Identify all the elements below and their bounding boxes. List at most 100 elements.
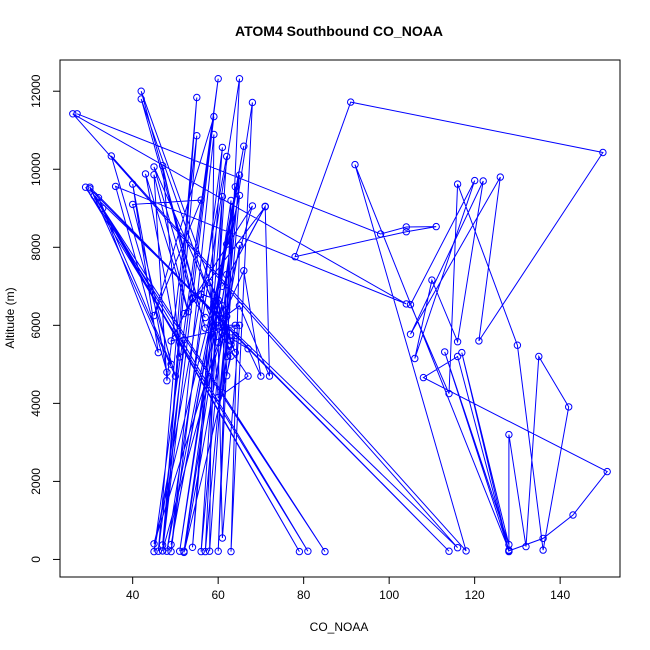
data-point xyxy=(210,321,218,329)
data-point xyxy=(205,278,214,287)
data-point xyxy=(505,540,513,549)
data-point xyxy=(505,546,513,554)
data-point xyxy=(188,543,197,551)
data-point xyxy=(150,540,158,548)
data-point xyxy=(141,170,150,178)
data-point xyxy=(201,313,210,322)
data-point xyxy=(107,152,116,160)
data-point xyxy=(223,270,231,279)
data-point xyxy=(265,372,274,380)
data-point xyxy=(462,547,470,555)
data-point xyxy=(539,534,547,543)
data-point xyxy=(214,321,222,329)
data-point xyxy=(406,330,415,338)
data-point xyxy=(167,540,175,549)
data-point xyxy=(235,191,244,200)
data-point xyxy=(227,547,235,556)
data-point xyxy=(428,276,436,284)
data-point xyxy=(411,354,419,363)
data-point xyxy=(565,403,573,411)
y-tick-label: 8000 xyxy=(29,234,43,261)
data-point xyxy=(150,547,158,556)
data-point xyxy=(205,547,214,555)
data-point xyxy=(180,336,188,344)
data-point xyxy=(150,171,158,179)
data-point xyxy=(176,547,184,555)
data-point xyxy=(193,93,201,102)
data-point xyxy=(231,321,240,329)
data-point xyxy=(137,95,145,103)
x-tick-label: 40 xyxy=(126,588,140,602)
data-point xyxy=(235,75,244,83)
y-tick-label: 2000 xyxy=(29,468,43,495)
data-point xyxy=(197,547,205,556)
data-point xyxy=(240,142,248,150)
data-point xyxy=(129,200,137,209)
data-point xyxy=(603,467,611,476)
data-point xyxy=(197,196,205,204)
data-point xyxy=(231,331,240,340)
data-point xyxy=(402,228,410,236)
data-point xyxy=(99,204,107,213)
data-point xyxy=(150,163,158,171)
data-point xyxy=(167,547,175,556)
data-point xyxy=(453,180,462,188)
data-point xyxy=(111,182,120,191)
data-point xyxy=(184,308,192,316)
data-point xyxy=(214,296,222,304)
data-point xyxy=(505,430,513,439)
data-point xyxy=(248,202,257,210)
data-point xyxy=(218,282,227,290)
y-axis-label: Altitude (m) xyxy=(3,287,17,348)
x-axis: 40 60 80 100 120 140 xyxy=(126,576,570,602)
data-point xyxy=(244,345,252,353)
data-point xyxy=(210,298,218,306)
data-point xyxy=(227,341,235,349)
data-point xyxy=(163,368,171,376)
data-point xyxy=(69,110,77,118)
y-axis: 0 2000 4000 6000 8000 10000 12000 xyxy=(29,74,61,563)
data-point xyxy=(479,177,487,185)
data-point xyxy=(351,160,359,169)
data-point xyxy=(235,171,244,179)
data-point xyxy=(218,192,227,201)
data-point xyxy=(218,302,227,310)
data-point xyxy=(137,87,145,95)
data-point xyxy=(569,511,577,519)
data-point xyxy=(210,130,218,139)
data-point xyxy=(231,183,240,191)
data-point xyxy=(445,389,453,398)
data-point xyxy=(218,534,227,542)
y-tick-label: 10000 xyxy=(29,152,43,186)
data-point xyxy=(475,337,483,345)
data-point xyxy=(402,300,410,308)
data-point xyxy=(441,348,449,356)
data-point xyxy=(376,230,385,238)
data-point xyxy=(90,192,98,200)
data-point xyxy=(295,547,304,556)
data-point xyxy=(227,352,235,360)
data-point xyxy=(496,173,504,181)
data-point xyxy=(188,294,197,302)
data-point xyxy=(240,267,248,275)
data-point xyxy=(599,148,607,157)
data-point xyxy=(180,309,188,318)
data-point xyxy=(73,110,81,118)
data-point xyxy=(227,196,235,205)
data-point xyxy=(214,75,222,83)
data-point xyxy=(231,348,240,357)
data-point xyxy=(167,360,175,368)
y-tick-label: 0 xyxy=(29,556,43,563)
data-point xyxy=(94,194,103,202)
data-point xyxy=(535,352,543,361)
x-tick-label: 140 xyxy=(550,588,570,602)
data-point xyxy=(235,302,244,310)
data-point xyxy=(171,372,180,380)
data-point xyxy=(304,547,312,555)
data-point xyxy=(453,338,462,346)
data-point xyxy=(244,372,252,380)
data-point xyxy=(471,176,479,185)
data-point xyxy=(513,341,522,349)
